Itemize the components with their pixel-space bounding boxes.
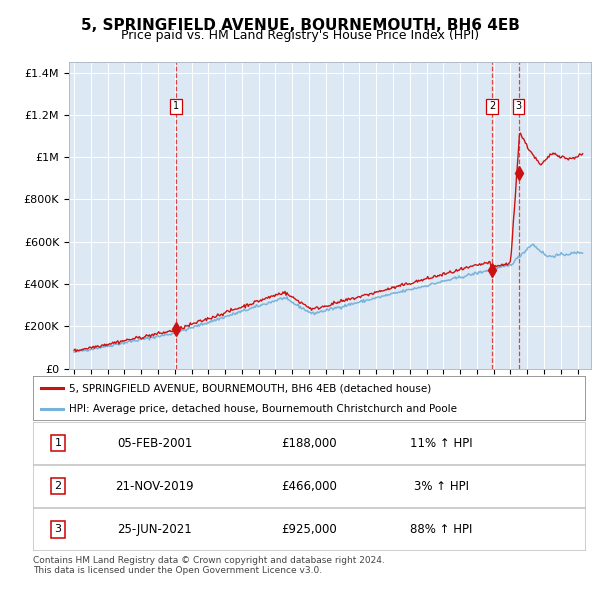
Text: 3: 3 bbox=[55, 525, 61, 534]
Text: 21-NOV-2019: 21-NOV-2019 bbox=[115, 480, 194, 493]
Text: 2: 2 bbox=[489, 101, 495, 112]
Text: 5, SPRINGFIELD AVENUE, BOURNEMOUTH, BH6 4EB: 5, SPRINGFIELD AVENUE, BOURNEMOUTH, BH6 … bbox=[80, 18, 520, 32]
Text: HPI: Average price, detached house, Bournemouth Christchurch and Poole: HPI: Average price, detached house, Bour… bbox=[69, 404, 457, 414]
Text: 3: 3 bbox=[515, 101, 522, 112]
Text: £466,000: £466,000 bbox=[281, 480, 337, 493]
Text: 88% ↑ HPI: 88% ↑ HPI bbox=[410, 523, 473, 536]
Text: 5, SPRINGFIELD AVENUE, BOURNEMOUTH, BH6 4EB (detached house): 5, SPRINGFIELD AVENUE, BOURNEMOUTH, BH6 … bbox=[69, 384, 431, 393]
Text: 25-JUN-2021: 25-JUN-2021 bbox=[117, 523, 192, 536]
Text: 1: 1 bbox=[173, 101, 179, 112]
Text: Contains HM Land Registry data © Crown copyright and database right 2024.
This d: Contains HM Land Registry data © Crown c… bbox=[33, 556, 385, 575]
Text: 11% ↑ HPI: 11% ↑ HPI bbox=[410, 437, 473, 450]
Text: £925,000: £925,000 bbox=[281, 523, 337, 536]
Text: 2: 2 bbox=[54, 481, 61, 491]
Text: 05-FEB-2001: 05-FEB-2001 bbox=[117, 437, 192, 450]
Text: Price paid vs. HM Land Registry's House Price Index (HPI): Price paid vs. HM Land Registry's House … bbox=[121, 30, 479, 42]
Text: £188,000: £188,000 bbox=[281, 437, 337, 450]
Text: 3% ↑ HPI: 3% ↑ HPI bbox=[414, 480, 469, 493]
Text: 1: 1 bbox=[55, 438, 61, 448]
